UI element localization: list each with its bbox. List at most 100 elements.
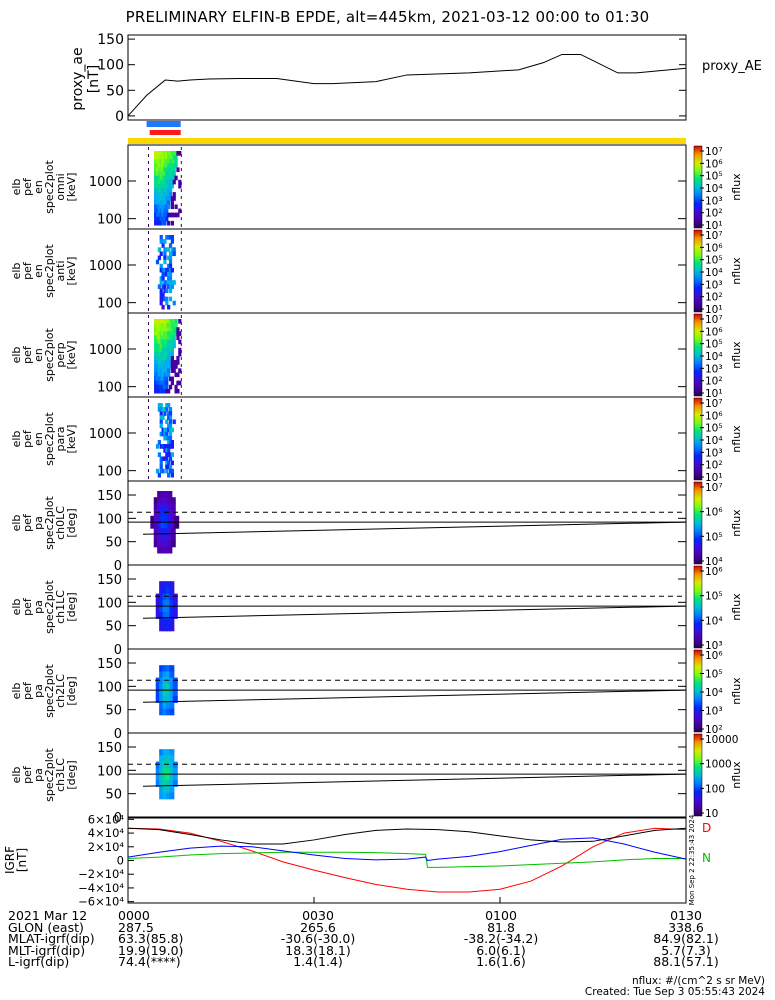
spectrogram-cell bbox=[170, 284, 174, 289]
spectrogram-cell bbox=[170, 247, 174, 252]
spectrogram-cell bbox=[159, 368, 163, 373]
pitch-angle-cell bbox=[172, 599, 178, 607]
spectrogram-cell bbox=[174, 212, 178, 218]
pitch-angle-cell bbox=[169, 786, 175, 794]
spectrogram-cell bbox=[178, 339, 182, 345]
spectrogram-cell bbox=[172, 163, 176, 168]
colorbar-tick-label: 10⁶ bbox=[705, 650, 723, 662]
igrf-tick-label: −4×10⁴ bbox=[78, 881, 124, 895]
spectrogram-cell bbox=[155, 220, 160, 226]
spectrogram-cell bbox=[157, 196, 161, 201]
spectrogram-cell bbox=[168, 376, 173, 382]
pitch-angle-cell bbox=[163, 540, 169, 548]
spectrogram-cell bbox=[155, 380, 160, 386]
spectrogram-cell bbox=[168, 235, 173, 240]
pitch-angle-cell bbox=[165, 671, 171, 679]
spectrogram-cell bbox=[157, 151, 161, 156]
spectrogram-cell bbox=[172, 251, 176, 257]
spectrogram-cell bbox=[170, 319, 174, 324]
pitch-angle-cell bbox=[160, 497, 166, 504]
pitch-angle-cell bbox=[170, 509, 176, 517]
pitch-angle-cell bbox=[162, 624, 168, 632]
spectrogram-ylabel: pa bbox=[32, 768, 45, 782]
pitch-angle-cell bbox=[162, 593, 168, 601]
loss-cone-line bbox=[142, 605, 687, 619]
igrf-series-line bbox=[127, 827, 687, 845]
spectrogram-cell bbox=[161, 216, 165, 222]
spectrogram-cell bbox=[178, 347, 182, 353]
spectrogram-cell bbox=[167, 212, 171, 218]
spectrogram-cell bbox=[155, 331, 160, 336]
spectrogram-cell bbox=[161, 151, 165, 156]
spectrogram-cell bbox=[157, 440, 161, 445]
spectrogram-cell bbox=[163, 444, 167, 449]
spectrogram-cell bbox=[168, 423, 173, 429]
spectrogram-cell bbox=[161, 220, 165, 226]
pitch-angle-cell bbox=[165, 618, 171, 626]
spectrogram-cell bbox=[172, 327, 176, 332]
pitch-angle-cell bbox=[155, 683, 161, 691]
spectrogram-cell bbox=[172, 212, 176, 218]
spectrogram-cell bbox=[159, 204, 163, 210]
spectrogram-cell bbox=[155, 159, 160, 164]
pitch-angle-cells bbox=[155, 581, 178, 632]
pitch-angle-tick-label: 50 bbox=[105, 704, 122, 719]
spectrogram-ylabel: en bbox=[32, 432, 45, 446]
pitch-angle-tick-label: 50 bbox=[105, 620, 122, 635]
colorbar-tick-label: 10⁵ bbox=[705, 669, 723, 681]
spectrogram-cell bbox=[154, 151, 158, 156]
pitch-angle-cell bbox=[172, 612, 178, 619]
orbit-bar bbox=[128, 138, 686, 144]
pitch-angle-cell bbox=[169, 708, 175, 716]
igrf-tick-label: 4×10⁴ bbox=[88, 826, 125, 840]
pitch-angle-tick-label: 150 bbox=[97, 657, 122, 672]
footer-row-value: 18.3(18.1) bbox=[285, 942, 351, 958]
pitch-angle-cell bbox=[159, 587, 165, 595]
pitch-angle-cell bbox=[159, 677, 165, 685]
pitch-angle-cell bbox=[159, 755, 165, 763]
footer-row-value: 5.7(7.3) bbox=[661, 942, 711, 958]
spectrogram-cell bbox=[170, 220, 174, 226]
spectrogram-cell bbox=[167, 343, 171, 349]
spectrogram-cell bbox=[168, 163, 173, 168]
spectrogram-cell bbox=[161, 347, 165, 353]
spectrogram-cell bbox=[157, 343, 161, 349]
pitch-angle-cell bbox=[172, 690, 178, 697]
colorbar-label: nflux bbox=[730, 425, 743, 453]
spectrogram-cell bbox=[168, 284, 173, 289]
spectrogram-cell bbox=[168, 167, 173, 173]
spectrogram-cell bbox=[154, 159, 158, 164]
igrf-tick-label: 0 bbox=[117, 854, 124, 868]
footer-row-value: 88.1(57.1) bbox=[653, 954, 719, 969]
spectrogram-cell bbox=[155, 360, 160, 365]
spectrogram-cell bbox=[165, 300, 169, 306]
spectrogram-cell bbox=[155, 376, 160, 382]
spectrogram-cell bbox=[163, 323, 167, 328]
spectrogram-cell bbox=[157, 163, 161, 168]
spectrogram-cell bbox=[176, 327, 180, 332]
igrf-ylabel: IGRF bbox=[3, 846, 17, 874]
pitch-angle-cell bbox=[160, 522, 166, 529]
pitch-angle-cell bbox=[155, 593, 161, 601]
spectrogram-cell bbox=[159, 415, 163, 420]
spectrogram-cell bbox=[167, 360, 171, 365]
colorbar-tick-label: 10⁶ bbox=[705, 410, 723, 422]
spectrogram-cell bbox=[176, 212, 180, 218]
spectrogram-cell bbox=[178, 351, 182, 357]
footer-row-value: 0130 bbox=[670, 908, 702, 923]
pitch-angle-tick-label: 50 bbox=[105, 536, 122, 551]
pitch-angle-cell bbox=[162, 599, 168, 607]
colorbar bbox=[693, 481, 703, 565]
footer-row-value: 1.6(1.6) bbox=[476, 954, 526, 969]
spectrogram-ylabel: ch1LC bbox=[54, 590, 67, 624]
spectrogram-cell bbox=[167, 155, 171, 160]
spectrogram-cell bbox=[167, 356, 171, 361]
spectrogram-ylabel: elb bbox=[10, 179, 23, 196]
spectrogram-cell bbox=[163, 159, 167, 164]
pitch-angle-cell bbox=[162, 683, 168, 691]
spectrogram-cell bbox=[172, 300, 176, 306]
energy-tick-label: 1000 bbox=[89, 343, 122, 358]
spectrogram-cell bbox=[163, 364, 167, 369]
colorbar-tick-label: 10⁴ bbox=[705, 351, 723, 363]
spectrogram-cell bbox=[157, 323, 161, 328]
